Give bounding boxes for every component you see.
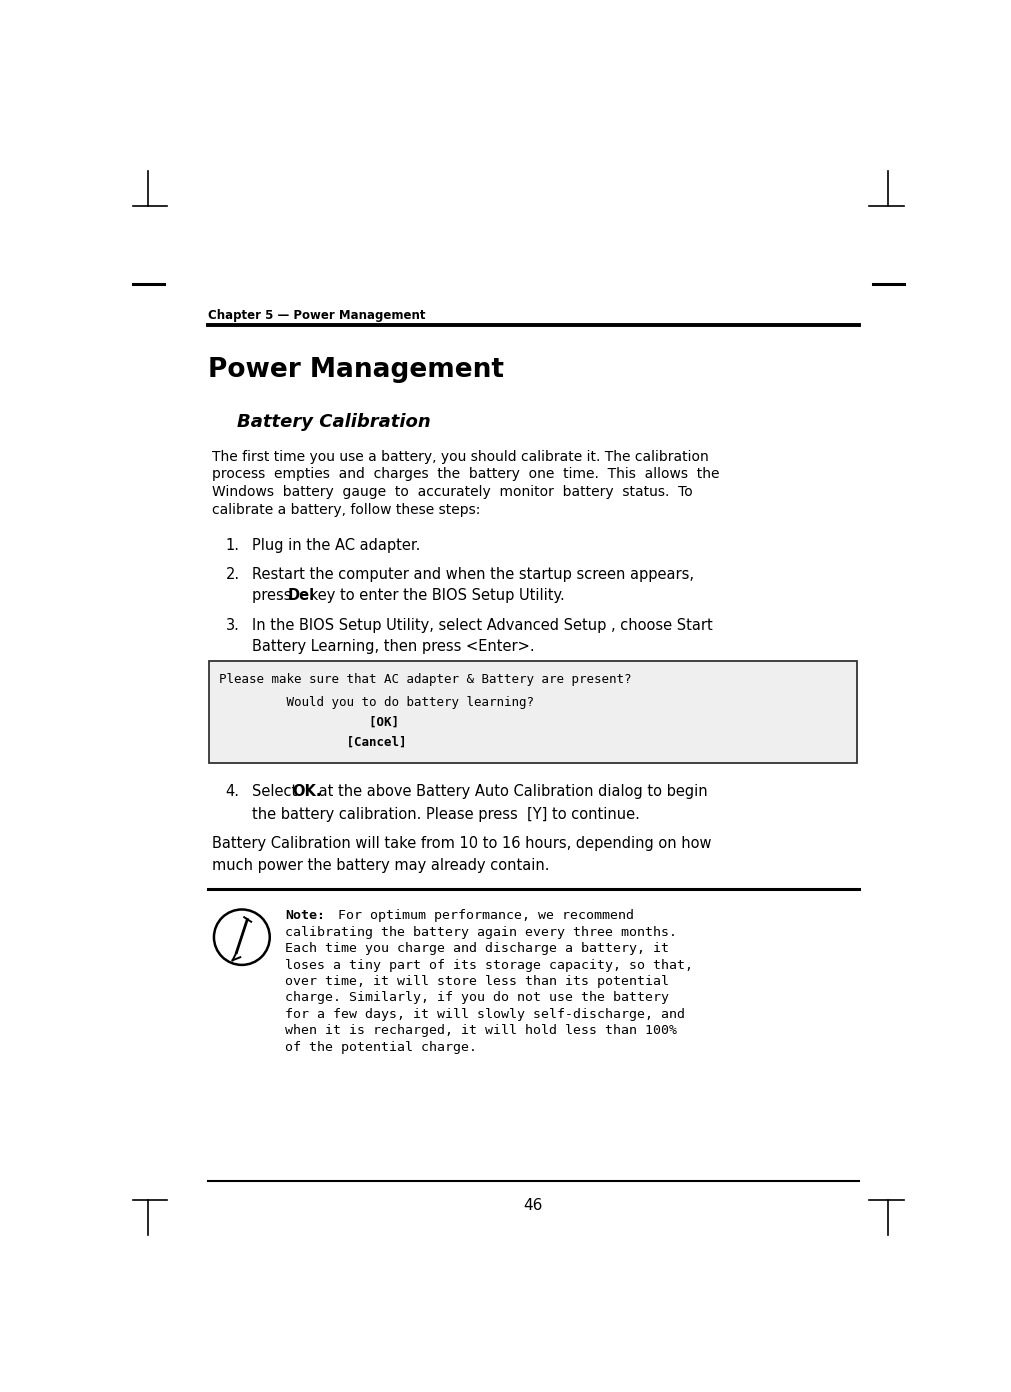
Text: Del: Del — [287, 587, 314, 603]
Text: OK.: OK. — [292, 785, 323, 799]
Text: loses a tiny part of its storage capacity, so that,: loses a tiny part of its storage capacit… — [285, 959, 694, 972]
Text: Restart the computer and when the startup screen appears,: Restart the computer and when the startu… — [252, 567, 694, 582]
FancyBboxPatch shape — [209, 661, 857, 763]
Text: Please make sure that AC adapter & Battery are present?: Please make sure that AC adapter & Batte… — [218, 672, 631, 686]
Text: at the above Battery Auto Calibration dialog to begin: at the above Battery Auto Calibration di… — [314, 785, 708, 799]
Text: Plug in the AC adapter.: Plug in the AC adapter. — [252, 539, 421, 553]
Text: 2.: 2. — [225, 567, 240, 582]
Text: when it is recharged, it will hold less than 100%: when it is recharged, it will hold less … — [285, 1025, 677, 1037]
Text: 3.: 3. — [225, 618, 240, 632]
Text: The first time you use a battery, you should calibrate it. The calibration: The first time you use a battery, you sh… — [212, 450, 709, 464]
Text: Note:: Note: — [285, 909, 326, 923]
Text: Battery Learning, then press <Enter>.: Battery Learning, then press <Enter>. — [252, 639, 535, 654]
Text: over time, it will store less than its potential: over time, it will store less than its p… — [285, 974, 669, 988]
Text: 1.: 1. — [225, 539, 240, 553]
Text: calibrate a battery, follow these steps:: calibrate a battery, follow these steps: — [212, 504, 481, 518]
Text: for a few days, it will slowly self-discharge, and: for a few days, it will slowly self-disc… — [285, 1008, 685, 1020]
Text: 46: 46 — [524, 1199, 543, 1212]
Text: Would you to do battery learning?: Would you to do battery learning? — [218, 696, 534, 710]
Text: charge. Similarly, if you do not use the battery: charge. Similarly, if you do not use the… — [285, 991, 669, 1005]
Text: press: press — [252, 587, 296, 603]
Text: Each time you charge and discharge a battery, it: Each time you charge and discharge a bat… — [285, 942, 669, 955]
Text: the battery calibration. Please press  [Y] to continue.: the battery calibration. Please press [Y… — [252, 807, 640, 821]
Text: 4.: 4. — [225, 785, 240, 799]
Text: Windows  battery  gauge  to  accurately  monitor  battery  status.  To: Windows battery gauge to accurately moni… — [212, 486, 694, 500]
Text: Power Management: Power Management — [207, 358, 503, 383]
Text: Battery Calibration: Battery Calibration — [238, 412, 431, 430]
Text: Chapter 5 — Power Management: Chapter 5 — Power Management — [207, 309, 426, 323]
Text: calibrating the battery again every three months.: calibrating the battery again every thre… — [285, 926, 677, 938]
Text: [OK]: [OK] — [218, 715, 398, 729]
Text: process  empties  and  charges  the  battery  one  time.  This  allows  the: process empties and charges the battery … — [212, 468, 720, 482]
Text: In the BIOS Setup Utility, select Advanced Setup , choose Start: In the BIOS Setup Utility, select Advanc… — [252, 618, 713, 632]
Text: much power the battery may already contain.: much power the battery may already conta… — [212, 857, 550, 873]
Text: of the potential charge.: of the potential charge. — [285, 1041, 477, 1054]
Text: Select: Select — [252, 785, 302, 799]
Text: key to enter the BIOS Setup Utility.: key to enter the BIOS Setup Utility. — [305, 587, 565, 603]
Text: Battery Calibration will take from 10 to 16 hours, depending on how: Battery Calibration will take from 10 to… — [212, 837, 712, 852]
Text: For optimum performance, we recommend: For optimum performance, we recommend — [330, 909, 634, 923]
Text: [Cancel]: [Cancel] — [218, 735, 406, 749]
